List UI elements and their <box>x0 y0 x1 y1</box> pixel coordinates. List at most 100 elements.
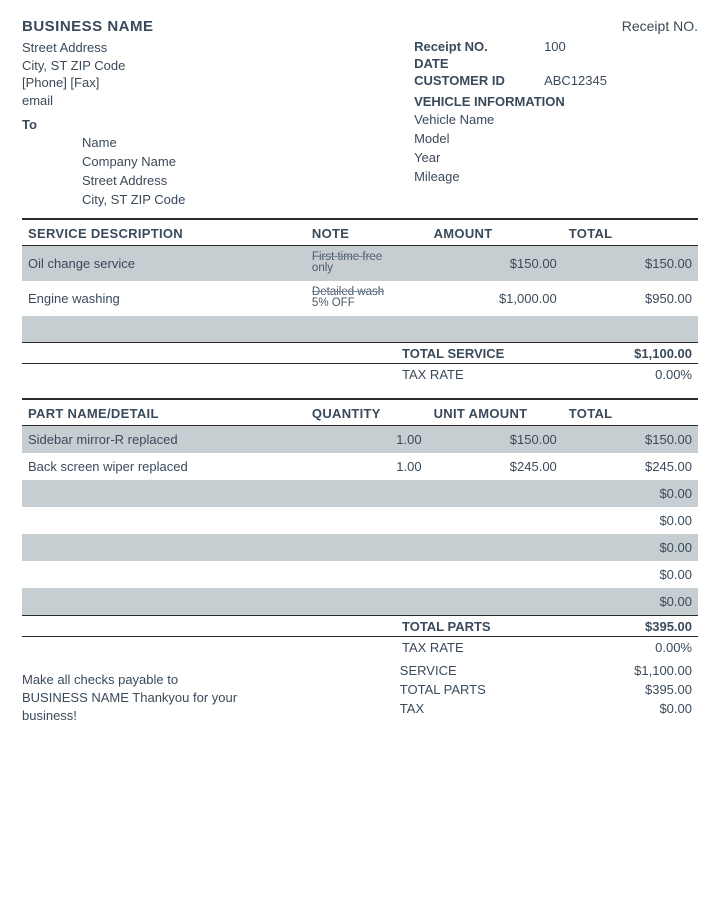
info-row: Street Address City, ST ZIP Code [Phone]… <box>22 39 698 210</box>
total-parts-label: TOTAL PARTS <box>402 619 572 634</box>
col-quantity: QUANTITY <box>306 400 428 426</box>
empty-part-row: $0.00 <box>22 588 698 615</box>
col-amount: AMOUNT <box>428 220 563 246</box>
service-amount: $1,000.00 <box>428 281 563 316</box>
zero-total: $0.00 <box>563 507 698 534</box>
vehicle-line: Vehicle Name <box>414 111 698 130</box>
parts-table: PART NAME/DETAIL QUANTITY UNIT AMOUNT TO… <box>22 400 698 615</box>
service-total: $150.00 <box>563 245 698 281</box>
empty-part-row: $0.00 <box>22 507 698 534</box>
addr-line: [Phone] [Fax] <box>22 74 414 92</box>
part-unit: $245.00 <box>428 453 563 480</box>
service-desc: Oil change service <box>22 245 306 281</box>
vehicle-info-header: VEHICLE INFORMATION <box>414 94 698 109</box>
total-service-label: TOTAL SERVICE <box>402 346 572 361</box>
left-block: Street Address City, ST ZIP Code [Phone]… <box>22 39 414 210</box>
footer-area: Make all checks payable to BUSINESS NAME… <box>22 661 698 726</box>
business-name: BUSINESS NAME <box>22 18 154 35</box>
summary-tax-value: $0.00 <box>561 701 692 716</box>
part-row: Back screen wiper replaced 1.00 $245.00 … <box>22 453 698 480</box>
receipt-no-top-label: Receipt NO. <box>622 18 698 35</box>
service-row: Oil change service First time free only … <box>22 245 698 281</box>
right-block: Receipt NO. 100 DATE CUSTOMER ID ABC1234… <box>414 39 698 210</box>
summary-tax-row: TAX $0.00 <box>394 699 698 718</box>
total-parts-row: TOTAL PARTS $395.00 <box>22 616 698 637</box>
zero-total: $0.00 <box>563 588 698 615</box>
grand-summary: SERVICE $1,100.00 TOTAL PARTS $395.00 TA… <box>394 661 698 726</box>
note-line: only <box>312 263 422 275</box>
vehicle-line: Mileage <box>414 168 698 187</box>
note-line: business! <box>22 707 394 725</box>
customer-id-label: CUSTOMER ID <box>414 73 544 88</box>
part-unit: $150.00 <box>428 425 563 453</box>
service-row: Engine washing Detailed wash 5% OFF $1,0… <box>22 281 698 316</box>
empty-part-row: $0.00 <box>22 480 698 507</box>
total-parts-value: $395.00 <box>572 619 692 634</box>
col-total: TOTAL <box>563 220 698 246</box>
total-service-row: TOTAL SERVICE $1,100.00 <box>22 343 698 364</box>
part-total: $150.00 <box>563 425 698 453</box>
note-line: Make all checks payable to <box>22 671 394 689</box>
services-totals: TOTAL SERVICE $1,100.00 TAX RATE 0.00% <box>22 342 698 384</box>
services-section: SERVICE DESCRIPTION NOTE AMOUNT TOTAL Oi… <box>22 218 698 384</box>
parts-tax-rate-label: TAX RATE <box>402 640 572 655</box>
business-address: Street Address City, ST ZIP Code [Phone]… <box>22 39 414 109</box>
receipt-no-row: Receipt NO. 100 <box>414 39 698 54</box>
note-line: BUSINESS NAME Thankyou for your <box>22 689 394 707</box>
receipt-page: BUSINESS NAME Receipt NO. Street Address… <box>0 0 720 743</box>
services-header-row: SERVICE DESCRIPTION NOTE AMOUNT TOTAL <box>22 220 698 246</box>
part-total: $245.00 <box>563 453 698 480</box>
parts-tax-rate-row: TAX RATE 0.00% <box>22 637 698 657</box>
receipt-no-value: 100 <box>544 39 566 54</box>
service-note: Detailed wash 5% OFF <box>306 281 428 316</box>
service-total: $950.00 <box>563 281 698 316</box>
part-qty: 1.00 <box>306 425 428 453</box>
service-tax-rate-row: TAX RATE 0.00% <box>22 364 698 384</box>
col-note: NOTE <box>306 220 428 246</box>
summary-parts-value: $395.00 <box>561 682 692 697</box>
col-service-description: SERVICE DESCRIPTION <box>22 220 306 246</box>
empty-row <box>22 316 698 342</box>
col-part-name: PART NAME/DETAIL <box>22 400 306 426</box>
col-part-total: TOTAL <box>563 400 698 426</box>
parts-header-row: PART NAME/DETAIL QUANTITY UNIT AMOUNT TO… <box>22 400 698 426</box>
customer-id-row: CUSTOMER ID ABC12345 <box>414 73 698 88</box>
empty-part-row: $0.00 <box>22 561 698 588</box>
header-row: BUSINESS NAME Receipt NO. <box>22 18 698 35</box>
to-line: Street Address <box>82 172 414 191</box>
parts-section: PART NAME/DETAIL QUANTITY UNIT AMOUNT TO… <box>22 398 698 657</box>
part-name: Back screen wiper replaced <box>22 453 306 480</box>
part-name: Sidebar mirror-R replaced <box>22 425 306 453</box>
part-row: Sidebar mirror-R replaced 1.00 $150.00 $… <box>22 425 698 453</box>
to-line: Company Name <box>82 153 414 172</box>
customer-id-value: ABC12345 <box>544 73 607 88</box>
summary-tax-label: TAX <box>400 701 561 716</box>
zero-total: $0.00 <box>563 534 698 561</box>
part-qty: 1.00 <box>306 453 428 480</box>
services-table: SERVICE DESCRIPTION NOTE AMOUNT TOTAL Oi… <box>22 220 698 342</box>
to-block: Name Company Name Street Address City, S… <box>22 134 414 209</box>
parts-totals: TOTAL PARTS $395.00 TAX RATE 0.00% <box>22 615 698 657</box>
summary-parts-label: TOTAL PARTS <box>400 682 561 697</box>
to-line: City, ST ZIP Code <box>82 191 414 210</box>
col-unit-amount: UNIT AMOUNT <box>428 400 563 426</box>
vehicle-line: Model <box>414 130 698 149</box>
zero-total: $0.00 <box>563 480 698 507</box>
tax-rate-label: TAX RATE <box>402 367 572 382</box>
to-label: To <box>22 117 414 132</box>
service-note: First time free only <box>306 245 428 281</box>
note-line: 5% OFF <box>312 298 422 310</box>
vehicle-line: Year <box>414 149 698 168</box>
summary-parts-row: TOTAL PARTS $395.00 <box>394 680 698 699</box>
summary-service-value: $1,100.00 <box>561 663 692 678</box>
service-amount: $150.00 <box>428 245 563 281</box>
total-service-value: $1,100.00 <box>572 346 692 361</box>
vehicle-info-block: Vehicle Name Model Year Mileage <box>414 111 698 186</box>
date-label: DATE <box>414 56 544 71</box>
summary-service-row: SERVICE $1,100.00 <box>394 661 698 680</box>
addr-line: City, ST ZIP Code <box>22 57 414 75</box>
addr-line: email <box>22 92 414 110</box>
date-row: DATE <box>414 56 698 71</box>
summary-service-label: SERVICE <box>400 663 561 678</box>
zero-total: $0.00 <box>563 561 698 588</box>
